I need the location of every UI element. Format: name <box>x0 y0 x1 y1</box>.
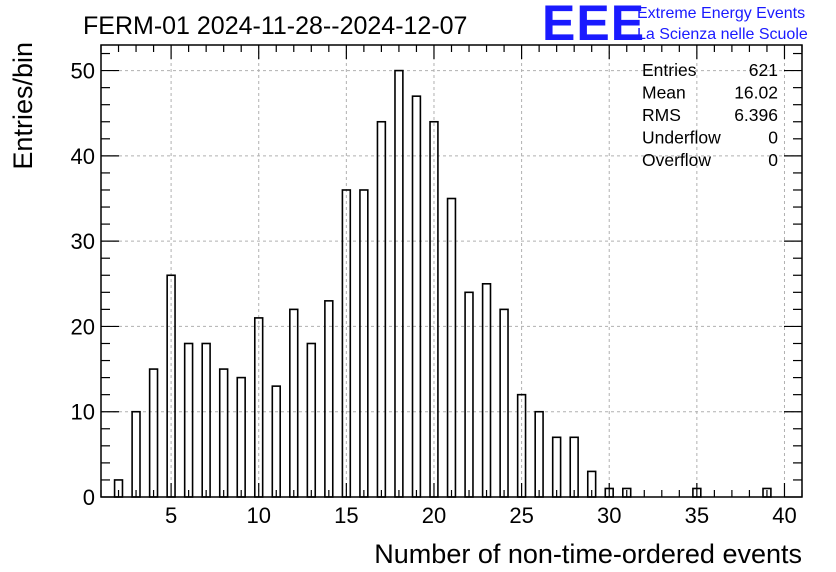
bar <box>131 410 141 498</box>
grid <box>101 45 802 497</box>
stat-label: Mean <box>642 83 686 103</box>
bar <box>446 197 457 498</box>
x-tick-label: 25 <box>509 503 533 528</box>
eee-logo: EEE Extreme Energy Events La Scienza nel… <box>542 0 808 51</box>
bar <box>569 436 579 498</box>
bar <box>148 368 159 498</box>
stat-value: 0 <box>768 128 778 148</box>
bar <box>394 69 404 498</box>
x-tick-label: 30 <box>597 503 621 528</box>
bar <box>218 368 229 498</box>
logo-mark: EEE <box>542 0 645 51</box>
bar <box>376 120 387 498</box>
stat-value: 621 <box>749 60 778 80</box>
y-tick-labels: 0 10 20 30 40 50 <box>71 59 95 510</box>
bar <box>289 308 299 498</box>
x-tick-label: 20 <box>422 503 446 528</box>
y-axis-label: Entries/bin <box>8 42 38 170</box>
stat-label: RMS <box>642 105 681 125</box>
stats-box: Entries 621 Mean 16.02 RMS 6.396 Underflow 0 Ove… <box>642 60 778 170</box>
stat-label: Underflow <box>642 128 721 148</box>
x-tick-labels: 5 10 15 20 25 30 35 40 <box>165 503 797 528</box>
bar <box>201 342 211 498</box>
bar <box>306 342 317 498</box>
chart-title: FERM-01 2024-11-28--2024-12-07 <box>83 12 467 40</box>
stat-value: 6.396 <box>734 105 778 125</box>
x-axis-label: Number of non-time-ordered events <box>374 539 802 569</box>
bar <box>534 410 544 498</box>
bar <box>464 291 474 498</box>
bar <box>499 308 509 498</box>
bar <box>236 376 246 498</box>
stat-label: Entries <box>642 60 697 80</box>
y-tick-label: 30 <box>71 229 95 254</box>
stat-value: 0 <box>768 150 778 170</box>
logo-line-2: La Scienza nelle Scuole <box>637 26 808 43</box>
x-tick-label: 15 <box>334 503 358 528</box>
bar <box>271 385 281 498</box>
y-tick-label: 50 <box>71 59 95 84</box>
stat-label: Overflow <box>642 150 711 170</box>
bar <box>516 393 527 498</box>
stat-value: 16.02 <box>734 83 778 103</box>
x-tick-label: 10 <box>246 503 270 528</box>
x-tick-label: 35 <box>685 503 709 528</box>
y-tick-label: 0 <box>83 485 95 510</box>
x-tick-label: 40 <box>772 503 796 528</box>
bar <box>166 274 176 498</box>
bar <box>359 189 369 498</box>
y-tick-label: 40 <box>71 144 95 169</box>
bar <box>341 189 352 498</box>
logo-line-1: Extreme Energy Events <box>637 5 805 22</box>
y-tick-label: 20 <box>71 314 95 339</box>
bar <box>551 436 562 498</box>
bar <box>324 300 334 498</box>
y-tick-label: 10 <box>71 400 95 425</box>
bar <box>183 342 194 498</box>
x-tick-label: 5 <box>165 503 177 528</box>
axis-ticks <box>100 45 803 498</box>
bar <box>481 282 492 498</box>
